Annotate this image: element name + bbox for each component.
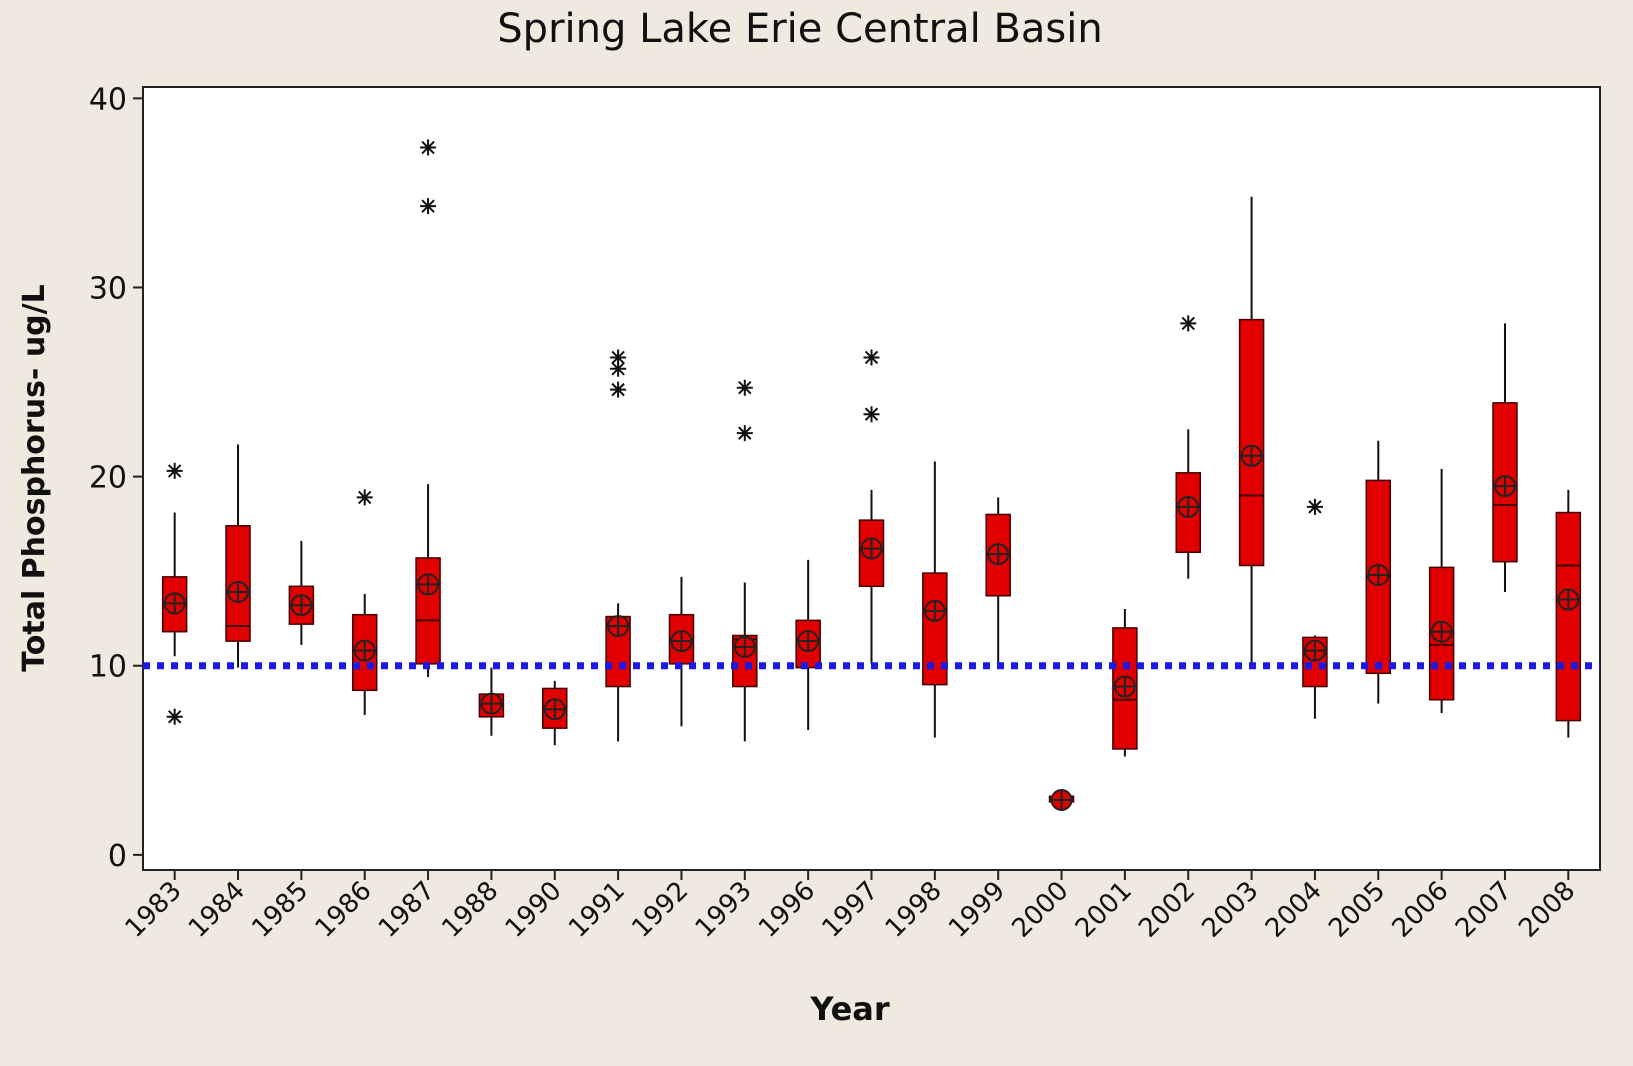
outlier [1306, 498, 1323, 515]
outlier [166, 708, 183, 725]
mean-cross [988, 544, 1009, 565]
mean-cross [861, 538, 882, 559]
box [1555, 511, 1582, 722]
mean-cross [798, 631, 819, 652]
outlier [863, 349, 880, 366]
x-axis-label: Year [809, 990, 890, 1028]
y-axis-label: Total Phosphorus- ug/L [17, 284, 52, 671]
y-tick-label: 30 [89, 271, 127, 306]
y-tick-label: 10 [89, 650, 127, 685]
box [225, 525, 251, 642]
mean-cross [1368, 564, 1389, 585]
outlier [356, 489, 373, 506]
mean-cross [1431, 621, 1452, 642]
mean-cross [418, 574, 439, 595]
mean-cross [1304, 640, 1325, 661]
outlier [610, 349, 627, 366]
box [1238, 318, 1265, 567]
outlier [863, 406, 880, 423]
chart-title: Spring Lake Erie Central Basin [497, 6, 1102, 52]
outlier [610, 360, 627, 377]
mean-cross [1114, 676, 1135, 697]
outlier [166, 462, 183, 479]
mean-cross [924, 600, 945, 621]
y-tick-label: 0 [108, 839, 127, 874]
mean-cross [1178, 496, 1199, 517]
mean-cross [544, 699, 565, 720]
outlier [736, 379, 753, 396]
y-tick-label: 20 [89, 461, 127, 496]
mean-cross [608, 616, 629, 637]
plot-area [142, 86, 1601, 871]
outlier [736, 425, 753, 442]
mean-cross [1494, 476, 1515, 497]
mean-cross [1241, 445, 1262, 466]
mean-cross [228, 581, 249, 602]
mean-cross [291, 595, 312, 616]
outlier [610, 381, 627, 398]
mean-cross [481, 693, 502, 714]
outlier [1180, 315, 1197, 332]
mean-cross [734, 636, 755, 657]
mean-cross [671, 631, 692, 652]
mean-cross [164, 593, 185, 614]
mean-cross [1051, 790, 1072, 811]
mean-cross [354, 640, 375, 661]
outlier [420, 198, 437, 215]
outlier [420, 139, 437, 156]
y-tick-label: 40 [89, 82, 127, 117]
mean-cross [1558, 589, 1579, 610]
